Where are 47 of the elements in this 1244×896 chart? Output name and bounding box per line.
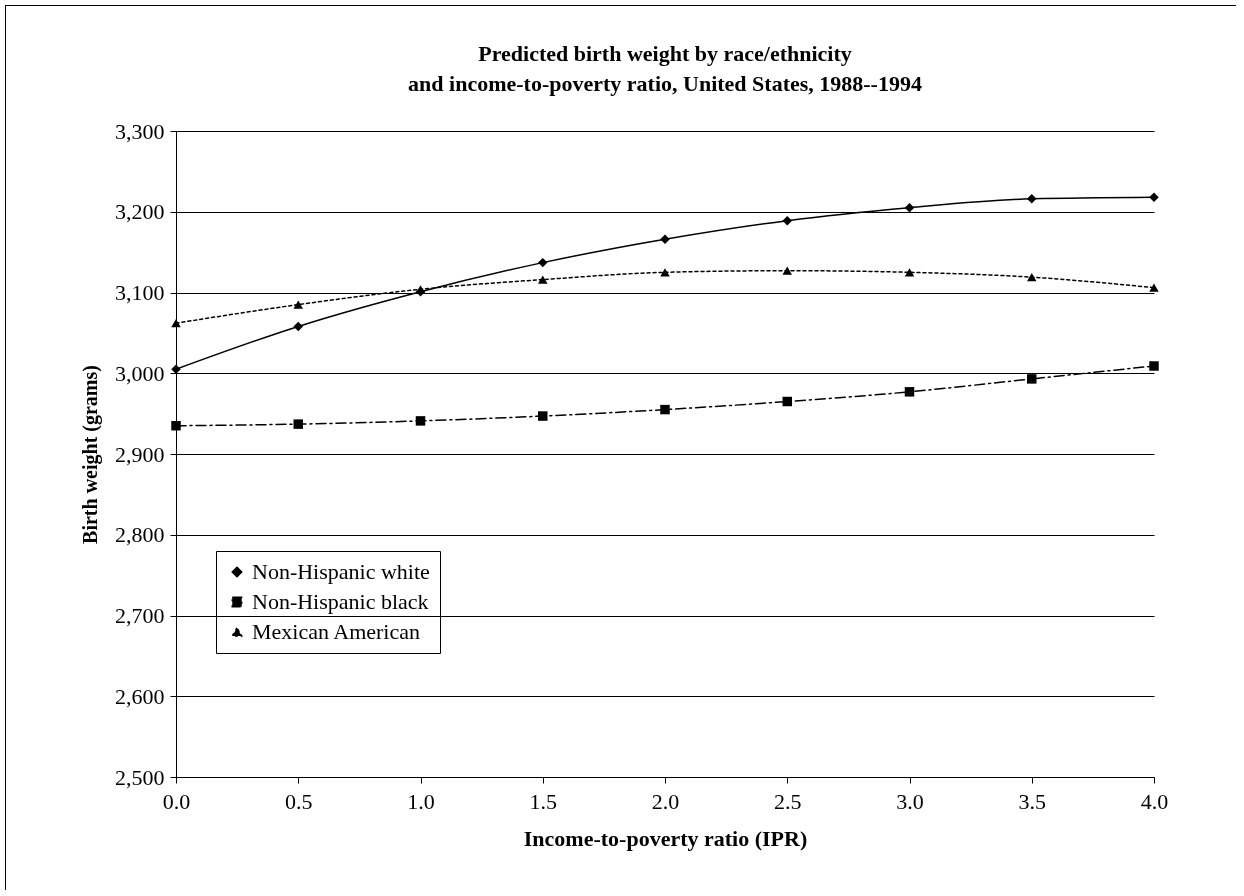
point: [1149, 283, 1159, 292]
x-tick-label: 2.0: [651, 788, 680, 814]
point: [538, 411, 548, 421]
point: [1027, 273, 1037, 282]
point: [904, 387, 915, 397]
legend-label: Non-Hispanic black: [252, 589, 429, 614]
x-tick-label: 1.5: [529, 788, 557, 814]
x-tick-label: 4.0: [1140, 788, 1169, 814]
y-tick-label: 2,500: [115, 764, 165, 790]
text: Predicted birth weight by race/ethnicity: [478, 41, 852, 66]
point: [904, 268, 915, 277]
x-tick-label: 1.0: [407, 788, 435, 814]
point: [660, 404, 670, 415]
x-tick-label: 3.0: [896, 788, 924, 814]
legend-label: Mexican American: [252, 619, 420, 644]
point: [660, 268, 670, 277]
point: [782, 215, 792, 226]
point: [538, 257, 548, 268]
y-tick-label: 3,200: [115, 199, 165, 225]
x-axis-title: Income-to-poverty ratio (IPR): [523, 825, 808, 851]
y-tick-label: 2,700: [115, 603, 165, 628]
point: [538, 275, 548, 284]
point: [293, 419, 303, 429]
point: [1027, 194, 1037, 204]
text: and income-to-poverty ratio, United States, 1988--1994: [408, 71, 922, 96]
y-tick-label: 3,300: [115, 118, 165, 144]
point: [1149, 361, 1159, 371]
y-tick-label: 2,600: [115, 683, 165, 709]
x-tick-label: 0.5: [285, 788, 313, 814]
y-tick-label: 3,000: [115, 360, 165, 386]
x-tick-label: 0.0: [162, 788, 191, 814]
point: [415, 416, 426, 426]
point: [904, 202, 915, 213]
y-tick-label: 2,900: [115, 441, 165, 467]
x-tick-label: 2.5: [774, 788, 802, 814]
point: [171, 420, 181, 431]
y-axis-title: Birth weight (grams): [79, 365, 102, 544]
legend-label: Non-Hispanic white: [252, 559, 430, 584]
y-tick-label: 3,100: [115, 280, 165, 305]
y-tick-label: 2,800: [115, 522, 165, 548]
point: [1027, 374, 1037, 384]
point: [293, 321, 303, 332]
x-tick-label: 3.5: [1018, 788, 1046, 814]
point: [782, 396, 792, 407]
point: [782, 266, 792, 275]
point: [293, 300, 303, 309]
point: [171, 319, 181, 328]
